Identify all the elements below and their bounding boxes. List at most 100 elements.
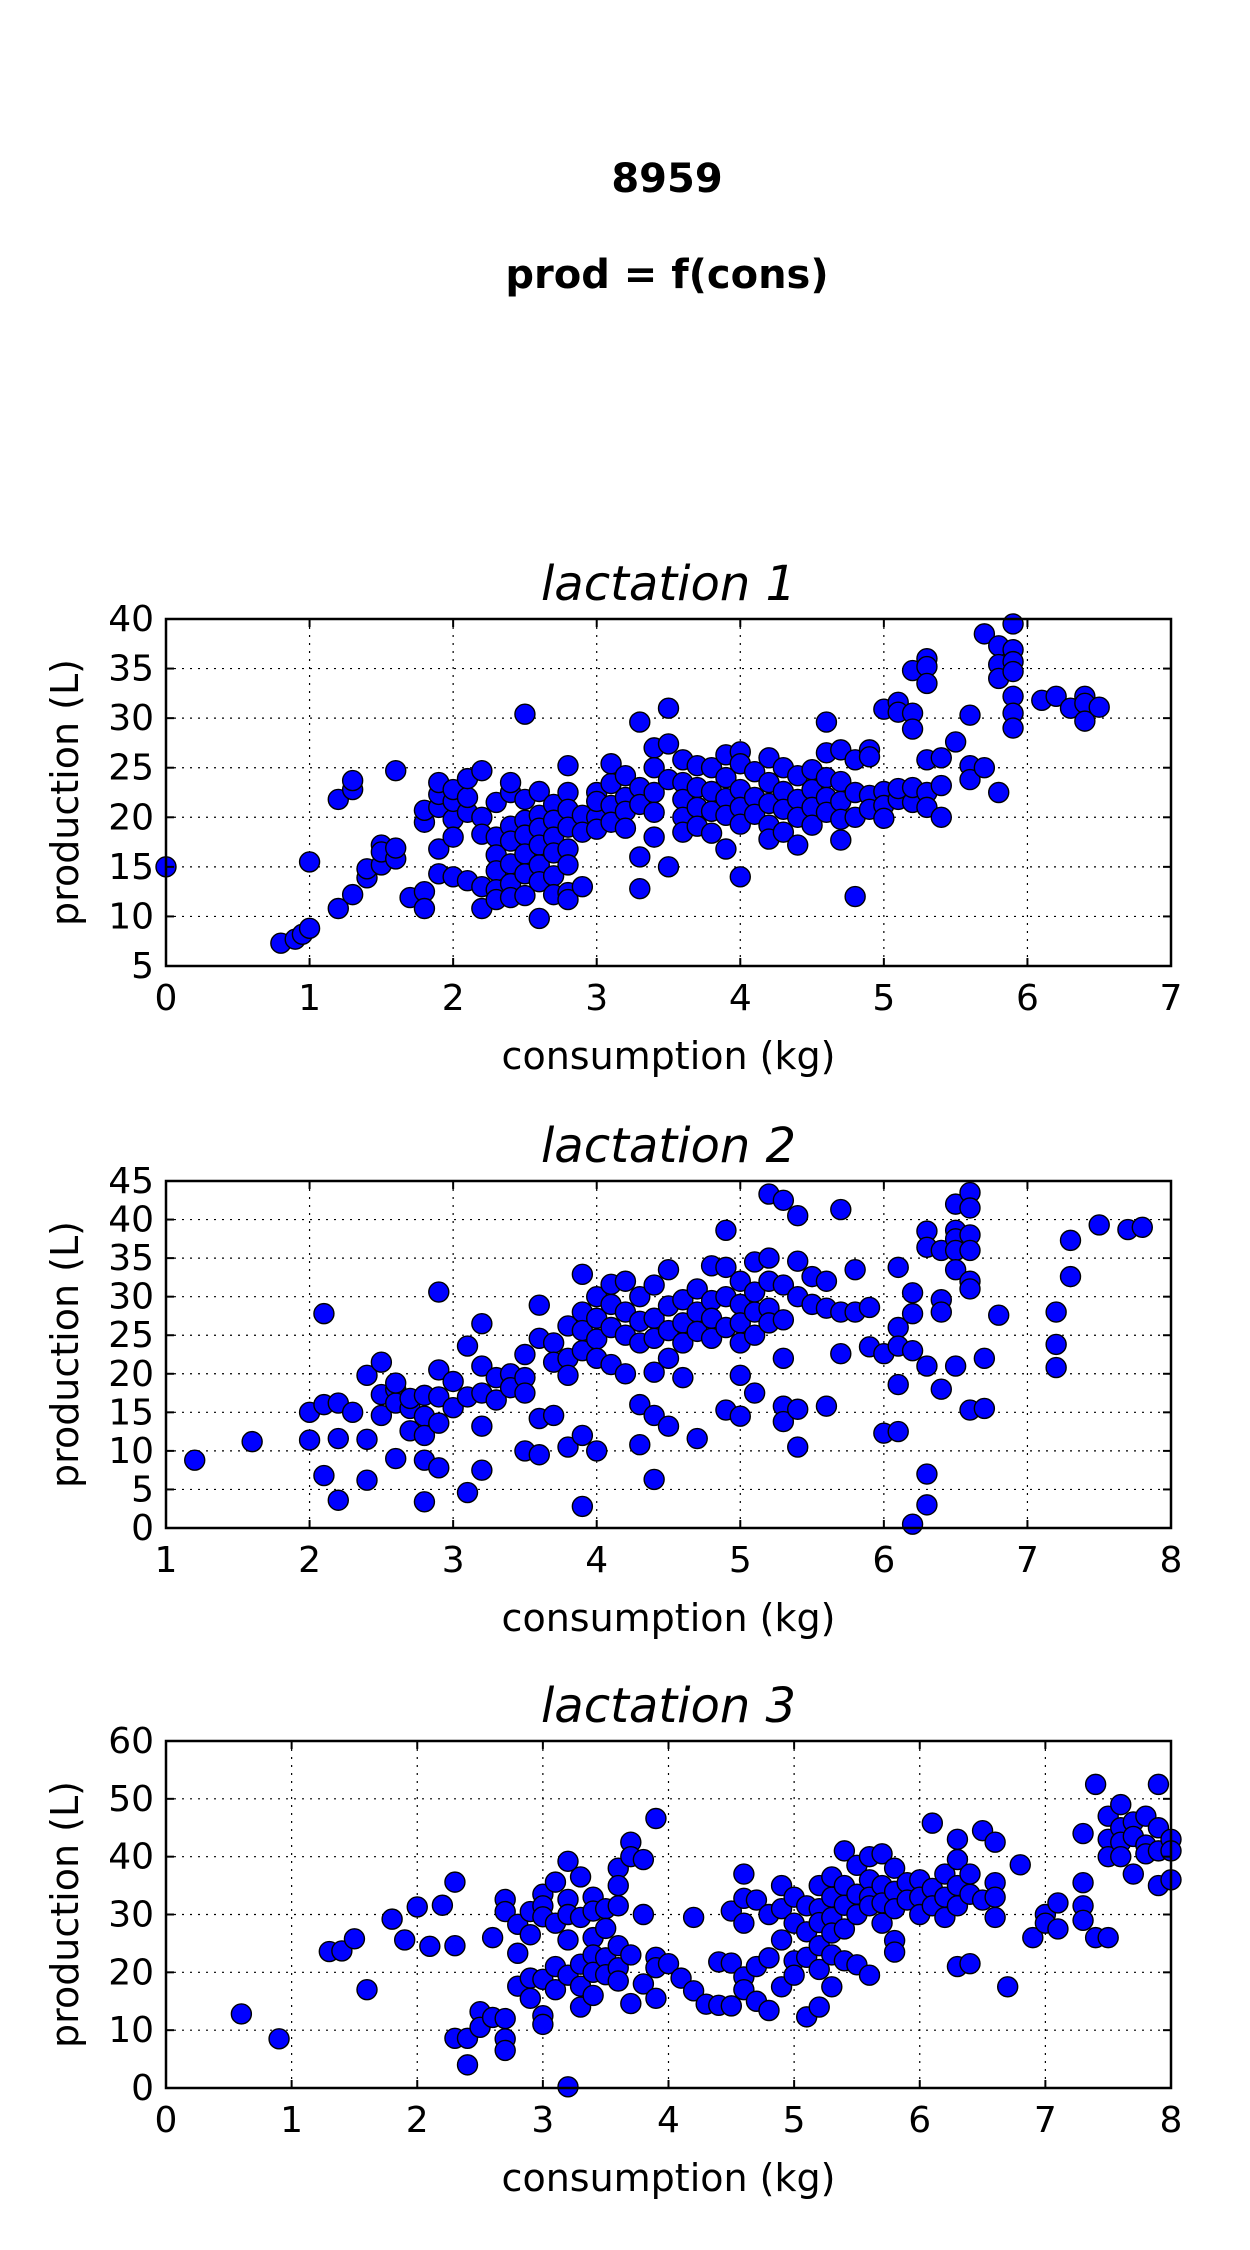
- data-point: [946, 1828, 969, 1851]
- data-point: [930, 774, 952, 797]
- data-point: [672, 1366, 694, 1389]
- data-point: [1110, 1793, 1132, 1816]
- data-point: [442, 1370, 464, 1393]
- data-point: [241, 1430, 263, 1453]
- y-tick-label: 15: [108, 1392, 154, 1433]
- data-point: [643, 1404, 665, 1427]
- data-point: [494, 1900, 516, 1923]
- data-point: [428, 1457, 450, 1479]
- data-point: [298, 917, 321, 940]
- data-point: [686, 1427, 708, 1450]
- data-point: [356, 1469, 378, 1491]
- data-point: [645, 1987, 667, 2010]
- data-point: [620, 1992, 642, 2015]
- data-point: [772, 1274, 795, 1296]
- data-point: [356, 1428, 378, 1451]
- data-point: [544, 1871, 567, 1893]
- data-point: [682, 1980, 705, 2002]
- data-point: [858, 1296, 881, 1319]
- data-point: [528, 780, 550, 803]
- data-point: [643, 1361, 665, 1383]
- data-point: [657, 1347, 680, 1370]
- x-tick-label: 1: [280, 2100, 303, 2141]
- data-point: [657, 697, 680, 719]
- data-point: [729, 1364, 751, 1387]
- data-point: [944, 731, 967, 753]
- x-tick-label: 6: [872, 1540, 895, 1581]
- data-point: [959, 1197, 981, 1219]
- data-point: [1002, 717, 1024, 739]
- figure-title-line1: 8959: [611, 156, 722, 202]
- data-point: [571, 1424, 594, 1447]
- data-point: [557, 1850, 579, 1872]
- plot-title: lactation 2: [541, 1118, 796, 1174]
- data-point: [772, 1410, 795, 1433]
- data-point: [844, 1258, 866, 1281]
- data-point: [787, 834, 809, 856]
- data-point: [313, 1464, 335, 1487]
- data-point: [901, 1339, 924, 1362]
- data-point: [456, 1481, 479, 1504]
- x-tick-label: 6: [908, 2100, 931, 2141]
- data-point: [428, 1386, 450, 1408]
- data-point: [772, 821, 795, 843]
- data-point: [921, 1812, 944, 1834]
- x-tick-label: 1: [298, 978, 321, 1019]
- data-point: [569, 1866, 592, 1888]
- data-point: [428, 1359, 450, 1381]
- x-tick-label: 8: [1160, 1540, 1183, 1581]
- data-point: [632, 1903, 655, 1926]
- y-tick-label: 40: [108, 599, 154, 640]
- data-point: [959, 768, 981, 791]
- data-point: [643, 1468, 665, 1491]
- figure-title-line2: prod = f(cons): [505, 252, 828, 298]
- data-point: [984, 1831, 1006, 1853]
- y-axis-label: production (L): [43, 1781, 87, 2048]
- data-point: [557, 1929, 579, 1951]
- y-tick-label: 35: [108, 1238, 154, 1279]
- data-point: [456, 1335, 479, 1357]
- data-point: [643, 826, 665, 848]
- data-point: [385, 1372, 407, 1394]
- data-point: [356, 1978, 378, 2001]
- data-point: [858, 746, 881, 768]
- data-point: [456, 2054, 479, 2076]
- y-tick-label: 50: [108, 1779, 154, 1820]
- x-tick-label: 1: [155, 1540, 178, 1581]
- data-point: [996, 1976, 1019, 1998]
- data-point: [1110, 1845, 1132, 1868]
- data-point: [419, 1935, 441, 1958]
- data-point: [607, 1895, 629, 1917]
- x-tick-label: 5: [729, 1540, 752, 1581]
- x-tick-label: 4: [585, 1540, 608, 1581]
- data-point: [471, 1355, 493, 1377]
- data-point: [858, 1964, 881, 1986]
- data-point: [944, 1258, 967, 1281]
- data-point: [901, 1513, 924, 1535]
- plot-frame: [164, 1179, 1173, 1530]
- data-point: [959, 704, 981, 726]
- data-point: [456, 786, 479, 809]
- plot-frame: [164, 617, 1173, 968]
- data-point: [984, 1886, 1006, 1908]
- plot-title: lactation 3: [541, 1678, 796, 1734]
- data-point: [471, 759, 493, 782]
- data-point: [733, 1863, 755, 1885]
- data-point: [385, 1447, 407, 1470]
- data-point: [444, 1871, 466, 1893]
- data-point: [268, 2028, 290, 2050]
- data-point: [557, 1364, 579, 1387]
- data-point: [973, 1397, 996, 1420]
- x-axis-label: consumption (kg): [502, 1596, 836, 1640]
- data-point: [930, 1378, 952, 1400]
- data-point: [442, 826, 464, 848]
- data-point: [327, 897, 349, 920]
- x-tick-label: 0: [155, 978, 178, 1019]
- data-point: [682, 1906, 705, 1929]
- data-point: [930, 1301, 952, 1323]
- data-point: [614, 817, 637, 839]
- data-point: [327, 1427, 349, 1450]
- data-point: [672, 1332, 694, 1354]
- data-point: [341, 883, 364, 906]
- data-point: [1045, 1356, 1067, 1379]
